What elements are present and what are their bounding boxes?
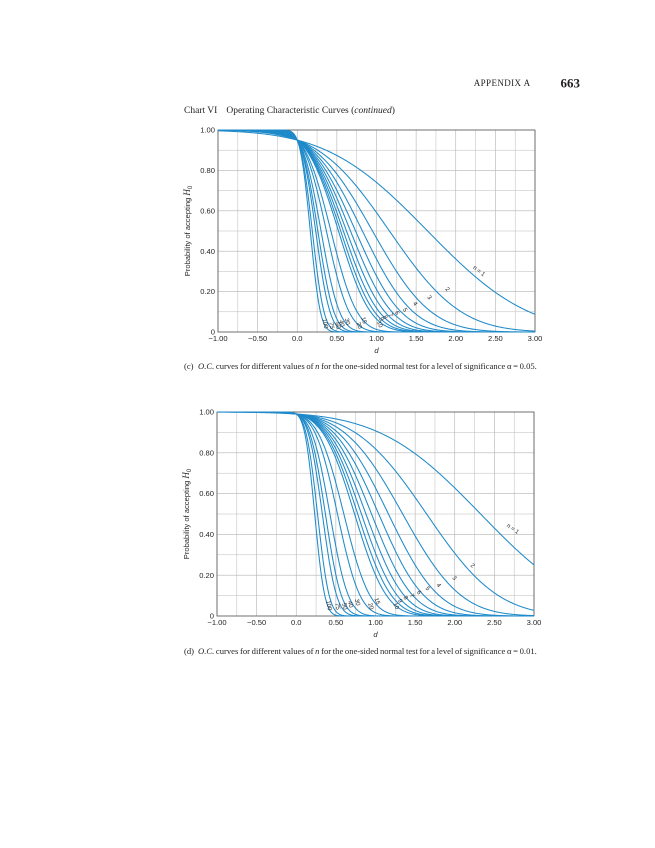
y-tick-label: 0.20 (199, 571, 214, 580)
y-tick-label: 1.00 (200, 126, 215, 135)
curve-label: 50 (333, 322, 340, 330)
caption-c: (c) O.C. curves for different values of n… (184, 361, 537, 371)
chart-d-group: −1.00 −0.50 0.0 0.50 1.00 1.50 2.00 2.50 3.00 0 0.… (181, 408, 541, 639)
x-tick-label: 1.50 (409, 334, 424, 343)
caption-d-tag: (d) (184, 646, 195, 656)
curve-label: 15 (372, 597, 380, 606)
x-tick-label: 0.50 (329, 334, 344, 343)
caption-c-tag: (c) (184, 361, 194, 371)
caption-c-n: n (315, 361, 320, 371)
curve-label: 75 (327, 322, 334, 330)
curve-label: 9 (396, 598, 403, 604)
curve-label: 10 (391, 602, 399, 611)
chart-title: Chart VI Operating Characteristic Curves … (184, 106, 395, 116)
curve-label: 4 (435, 583, 442, 590)
curve-n-2 (217, 129, 536, 332)
y-tick-label: 1.00 (199, 408, 214, 417)
curve-label: 15 (359, 316, 367, 325)
curve-label: 10 (375, 320, 383, 329)
x-axis-label: d (373, 630, 378, 639)
curve-label: 30 (353, 598, 361, 607)
curve-label: 75 (333, 603, 340, 611)
x-tick-label: 2.00 (447, 618, 462, 627)
x-tick-label: 1.00 (369, 334, 384, 343)
curve-label: 50 (340, 603, 347, 611)
x-tick-label: 1.50 (408, 618, 423, 627)
x-axis-label: d (374, 346, 379, 355)
y-tick-label: 0.80 (199, 448, 214, 457)
curve-label: 2 (444, 287, 451, 294)
x-tick-label: −0.50 (247, 618, 266, 627)
chart-title-close: ) (391, 106, 395, 116)
caption-c-text-a: curves for different values of (214, 361, 316, 371)
y-tick-label: 0.80 (200, 166, 215, 175)
page-number: 663 (560, 75, 581, 91)
x-tick-label: 0.0 (291, 618, 302, 627)
chart-title-label: Chart VI (184, 106, 218, 116)
x-tick-label: −1.00 (208, 334, 227, 343)
y-tick-label: 0 (211, 328, 215, 337)
x-tick-label: −0.50 (248, 334, 267, 343)
curve-label: 5 (424, 586, 431, 593)
x-tick-label: 2.50 (487, 618, 502, 627)
y-tick-label: 0.60 (200, 206, 215, 215)
x-tick-label: 2.00 (448, 334, 463, 343)
curve-label: 7 (408, 593, 415, 599)
curve-label: 30 (343, 318, 351, 327)
curve-label: 40 (346, 601, 354, 610)
y-tick-label: 0.60 (199, 489, 214, 498)
curve-label: 2 (469, 563, 476, 570)
curve-label: 3 (451, 575, 458, 582)
y-tick-label: 0.40 (199, 530, 214, 539)
x-tick-label: −1.00 (207, 618, 226, 627)
y-tick-label: 0 (210, 612, 214, 621)
curve-label: 40 (337, 320, 344, 328)
curve-label: 5 (401, 307, 408, 314)
chart-title-emph: continued (354, 106, 392, 116)
x-tick-label: 2.50 (488, 334, 503, 343)
caption-d: (d) O.C. curves for different values of n… (184, 646, 537, 656)
x-tick-label: 1.00 (368, 618, 383, 627)
y-tick-label: 0.40 (200, 247, 215, 256)
curve-label: 9 (377, 317, 384, 323)
curve-label: 100 (321, 318, 329, 330)
y-axis-label: Probability of accepting H0 (182, 185, 194, 276)
x-tick-label: 0.0 (292, 334, 303, 343)
chart-title-text: Operating Characteristic Curves ( (226, 106, 355, 116)
curve-label: 7 (387, 312, 394, 318)
curve-label: 4 (411, 301, 418, 308)
curve-label: 6 (393, 310, 400, 316)
curve-label: 6 (415, 590, 422, 597)
curve-n-100 (217, 411, 534, 617)
curve-label: 3 (425, 295, 432, 302)
chart-c-group: −1.00 −0.50 0.0 0.50 1.00 1.50 2.00 2.50 3.00 0 0.… (182, 126, 542, 355)
caption-c-text-b: for the one-sided normal test for a leve… (319, 361, 537, 371)
curve-label: 20 (355, 322, 363, 331)
x-tick-label: 3.00 (527, 618, 542, 627)
curve-label: 8 (401, 595, 408, 601)
caption-d-oc: O.C. (198, 646, 215, 656)
caption-d-n: n (315, 646, 320, 656)
curve-label: 20 (366, 602, 374, 611)
caption-d-text-b: for the one-sided normal test for a leve… (319, 646, 537, 656)
curve-n-3 (217, 129, 535, 333)
curve-label: 100 (324, 600, 332, 612)
curve-n-100 (218, 129, 535, 333)
x-tick-label: 0.50 (328, 618, 343, 627)
page-header: APPENDIX A 663 (0, 74, 580, 92)
x-tick-label: 3.00 (528, 334, 543, 343)
curve-label: 8 (381, 315, 388, 321)
curve-n-1 (217, 130, 536, 315)
caption-c-oc: O.C. (198, 361, 215, 371)
y-tick-label: 0.20 (200, 287, 215, 296)
running-head: APPENDIX A (473, 78, 531, 89)
caption-d-text-a: curves for different values of (214, 646, 316, 656)
y-axis-label: Probability of accepting H0 (181, 468, 193, 559)
